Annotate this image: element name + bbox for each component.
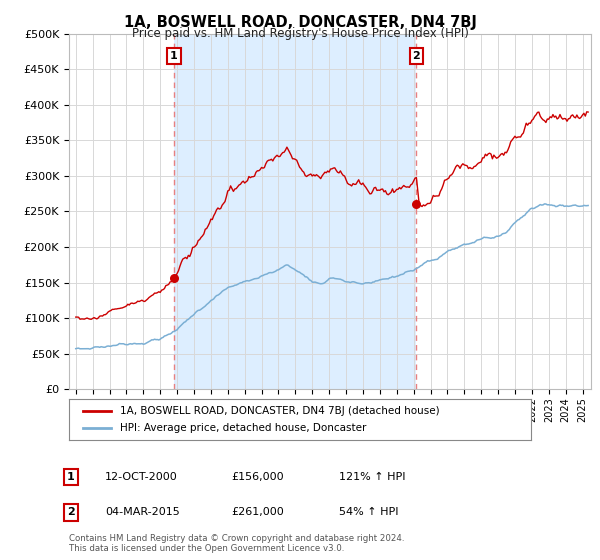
Text: 121% ↑ HPI: 121% ↑ HPI xyxy=(339,472,406,482)
Text: 12-OCT-2000: 12-OCT-2000 xyxy=(105,472,178,482)
Bar xyxy=(173,34,416,389)
Text: £156,000: £156,000 xyxy=(231,472,284,482)
Text: 04-MAR-2015: 04-MAR-2015 xyxy=(105,507,180,517)
Text: 1A, BOSWELL ROAD, DONCASTER, DN4 7BJ (detached house): 1A, BOSWELL ROAD, DONCASTER, DN4 7BJ (de… xyxy=(120,405,439,416)
Text: 54% ↑ HPI: 54% ↑ HPI xyxy=(339,507,398,517)
Text: Contains HM Land Registry data © Crown copyright and database right 2024.
This d: Contains HM Land Registry data © Crown c… xyxy=(69,534,404,553)
Text: £261,000: £261,000 xyxy=(231,507,284,517)
Text: Price paid vs. HM Land Registry's House Price Index (HPI): Price paid vs. HM Land Registry's House … xyxy=(131,27,469,40)
Text: 1: 1 xyxy=(170,52,178,62)
Text: 1A, BOSWELL ROAD, DONCASTER, DN4 7BJ: 1A, BOSWELL ROAD, DONCASTER, DN4 7BJ xyxy=(124,15,476,30)
Text: 1: 1 xyxy=(67,472,74,482)
Point xyxy=(169,274,178,283)
Text: 2: 2 xyxy=(413,52,421,62)
Point xyxy=(412,199,421,208)
Text: HPI: Average price, detached house, Doncaster: HPI: Average price, detached house, Donc… xyxy=(120,423,366,433)
Text: 2: 2 xyxy=(67,507,74,517)
